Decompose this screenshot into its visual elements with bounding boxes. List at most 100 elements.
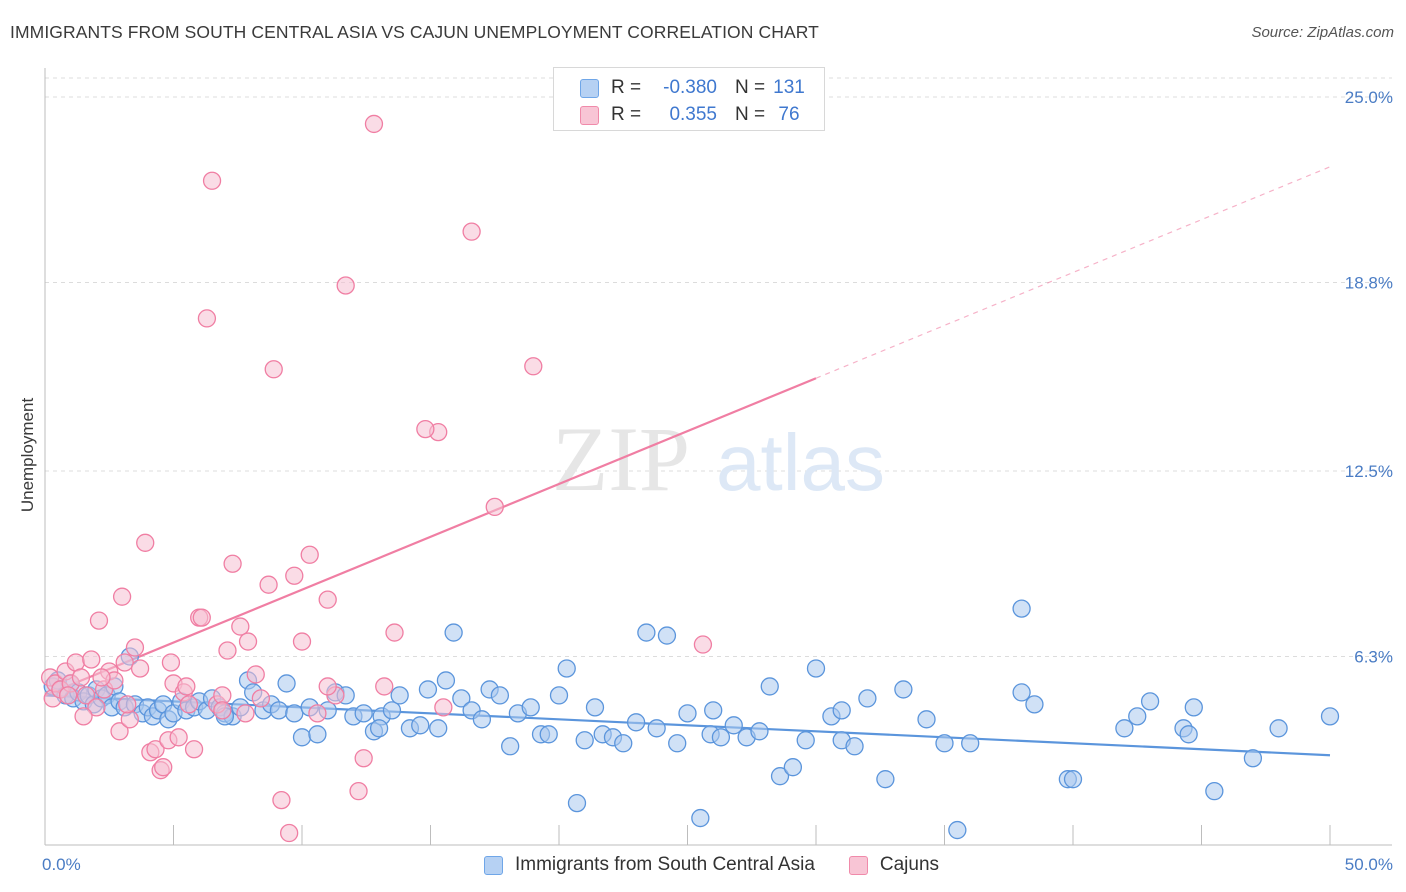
y-tick-label-1: 12.5% bbox=[1345, 462, 1393, 481]
point-s1-72 bbox=[557, 659, 576, 678]
point-s2-73 bbox=[118, 695, 137, 714]
point-s1-116 bbox=[1205, 781, 1224, 801]
point-s1-42 bbox=[285, 704, 304, 723]
legend-row-series-1: R = -0.380 N = 131 bbox=[580, 77, 809, 99]
point-s2-32 bbox=[197, 309, 217, 328]
point-s2-37 bbox=[223, 554, 242, 573]
point-s2-55 bbox=[364, 114, 384, 134]
point-s1-87 bbox=[711, 728, 731, 747]
point-s1-100 bbox=[876, 770, 895, 789]
y-tick-label-0: 6.3% bbox=[1354, 648, 1393, 667]
point-s2-65 bbox=[112, 587, 132, 606]
legend-swatch-series-2 bbox=[580, 105, 599, 125]
legend-r-label: R = bbox=[611, 77, 642, 98]
point-s2-48 bbox=[300, 545, 319, 564]
point-s2-67 bbox=[58, 686, 78, 705]
point-s1-75 bbox=[585, 698, 605, 717]
point-s1-105 bbox=[961, 734, 980, 753]
point-s1-68 bbox=[521, 698, 540, 717]
point-s1-61 bbox=[452, 689, 471, 708]
point-s1-99 bbox=[858, 689, 877, 708]
point-s1-111 bbox=[1128, 707, 1147, 726]
point-s2-16 bbox=[115, 653, 134, 672]
x-tick-label-1: 50.0% bbox=[1345, 855, 1393, 874]
point-s1-110 bbox=[1115, 719, 1134, 738]
point-s2-64 bbox=[693, 635, 713, 654]
point-s1-107 bbox=[1012, 683, 1031, 702]
point-s2-70 bbox=[177, 677, 196, 696]
point-s1-60 bbox=[444, 623, 463, 642]
point-s1-59 bbox=[436, 671, 456, 690]
point-s2-47 bbox=[292, 632, 312, 651]
point-s2-28 bbox=[179, 695, 199, 714]
series-legend-item-2: Cajuns bbox=[848, 854, 939, 876]
tick-labels: 6.3% 12.5% 18.8% 25.0% 0.0% 50.0% bbox=[42, 88, 1393, 874]
point-s1-88 bbox=[724, 716, 743, 735]
point-s2-29 bbox=[184, 740, 204, 759]
point-s1-83 bbox=[668, 734, 687, 753]
point-s1-57 bbox=[418, 680, 438, 699]
point-s2-40 bbox=[246, 665, 265, 684]
point-s2-60 bbox=[434, 698, 453, 717]
point-s2-11 bbox=[89, 611, 109, 630]
point-s2-36 bbox=[218, 641, 237, 660]
point-s1-104 bbox=[948, 820, 967, 840]
point-s2-8 bbox=[76, 686, 96, 705]
point-s1-95 bbox=[806, 659, 826, 678]
point-s2-9 bbox=[82, 650, 101, 669]
point-s1-40 bbox=[269, 701, 289, 720]
grid-lines bbox=[45, 77, 1392, 658]
point-s1-58 bbox=[429, 719, 448, 738]
source-label: Source: ZipAtlas.com bbox=[1251, 24, 1394, 41]
point-s2-52 bbox=[336, 276, 355, 295]
point-s1-91 bbox=[760, 677, 779, 696]
point-s1-92 bbox=[770, 767, 790, 786]
point-s2-66 bbox=[92, 668, 111, 687]
series-legend: Immigrants from South Central Asia Cajun… bbox=[484, 853, 973, 877]
point-s1-41 bbox=[277, 674, 296, 693]
point-s1-56 bbox=[411, 716, 430, 735]
point-s1-74 bbox=[575, 731, 594, 750]
point-s1-93 bbox=[783, 758, 803, 777]
y-tick-label-2: 18.8% bbox=[1345, 274, 1393, 293]
point-s1-80 bbox=[637, 623, 656, 642]
legend-row-series-2: R = 0.355 N = 76 bbox=[580, 104, 809, 126]
point-s2-26 bbox=[169, 728, 188, 747]
point-s1-84 bbox=[678, 704, 697, 723]
point-s2-43 bbox=[264, 360, 283, 379]
chart-title: IMMIGRANTS FROM SOUTH CENTRAL ASIA VS CA… bbox=[10, 22, 819, 42]
point-s2-10 bbox=[87, 698, 106, 717]
point-s2-54 bbox=[354, 749, 373, 768]
legend-swatch-series-1 bbox=[580, 78, 599, 98]
series-legend-item-1: Immigrants from South Central Asia bbox=[484, 854, 815, 876]
series-legend-swatch-1 bbox=[484, 855, 503, 875]
point-s2-20 bbox=[136, 533, 155, 552]
point-s1-119 bbox=[1320, 707, 1340, 726]
point-s2-57 bbox=[385, 623, 404, 642]
x-tick-label-0: 0.0% bbox=[42, 855, 81, 874]
point-s2-31 bbox=[192, 608, 211, 627]
point-s2-22 bbox=[146, 740, 165, 759]
point-s1-103 bbox=[935, 734, 954, 753]
point-s1-65 bbox=[490, 686, 510, 705]
legend-r-value: 0.355 bbox=[669, 104, 717, 125]
point-s1-121 bbox=[832, 701, 851, 720]
point-s1-54 bbox=[390, 686, 409, 705]
legend-n-label: N = bbox=[735, 104, 766, 125]
point-s1-98 bbox=[845, 737, 864, 756]
point-s1-109 bbox=[1063, 770, 1083, 789]
point-s1-71 bbox=[549, 686, 569, 705]
point-s2-75 bbox=[318, 677, 337, 696]
point-s2-62 bbox=[485, 497, 504, 517]
point-s1-81 bbox=[647, 719, 666, 738]
point-s2-69 bbox=[154, 758, 173, 777]
point-s1-102 bbox=[917, 710, 936, 729]
point-s1-78 bbox=[614, 734, 633, 753]
legend-r-label: R = bbox=[611, 104, 642, 125]
data-points bbox=[40, 114, 1340, 843]
legend-box: R = -0.380 N = 131 R = 0.355 N = 76 bbox=[553, 67, 825, 131]
point-s1-112 bbox=[1140, 692, 1160, 711]
point-s1-115 bbox=[1184, 698, 1203, 717]
point-s2-41 bbox=[251, 689, 271, 708]
